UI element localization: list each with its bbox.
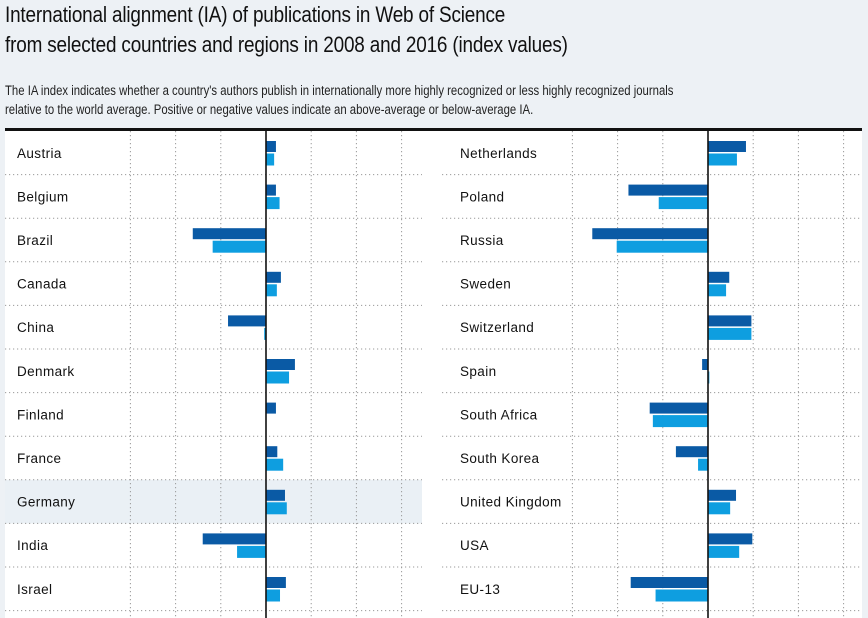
bar-brazil-2016 [212,240,266,253]
bar-united-kingdom-2016 [708,502,731,515]
bar-spain-2008 [702,359,708,370]
bar-netherlands-2008 [708,141,746,152]
bar-canada-2008 [266,271,281,283]
category-label-germany: Germany [17,495,75,510]
bar-finland-2008 [266,402,276,414]
bar-united-kingdom-2008 [708,489,737,501]
category-label-austria: Austria [17,146,62,161]
category-label-brazil: Brazil [17,233,53,248]
category-label-spain: Spain [460,364,497,379]
category-label-russia: Russia [460,233,504,248]
category-label-canada: Canada [17,277,67,292]
chart-title: International alignment (IA) of publicat… [5,0,745,60]
bar-usa-2016 [708,545,740,558]
bar-china-2008 [228,315,266,327]
bar-india-2008 [202,533,266,545]
bar-switzerland-2016 [708,327,752,340]
category-label-usa: USA [460,538,489,553]
category-label-finland: Finland [17,407,64,422]
bar-south-africa-2016 [652,415,708,428]
category-label-south-africa: South Africa [460,407,538,422]
category-label-denmark: Denmark [17,364,75,379]
bar-usa-2008 [708,533,753,545]
category-label-switzerland: Switzerland [460,320,534,335]
category-label-israel: Israel [17,582,52,597]
chart-description-line-1: The IA index indicates whether a country… [5,83,674,98]
chart-title-line-1: International alignment (IA) of publicat… [5,2,506,27]
bar-russia-2008 [592,228,708,240]
chart-description-line-2: relative to the world average. Positive … [5,102,534,117]
category-label-eu-13: EU-13 [460,582,500,597]
bar-brazil-2008 [192,228,266,240]
chart-description: The IA index indicates whether a country… [5,81,673,119]
bar-chart: Austria Belgium Brazil Canada China Denmark Fi… [5,131,862,618]
bar-canada-2016 [266,284,277,297]
category-label-france: France [17,451,61,466]
bar-denmark-2016 [266,371,290,384]
chart-title-line-2: from selected countries and regions in 2… [5,32,568,57]
bar-israel-2016 [266,589,281,602]
bar-france-2016 [266,458,284,471]
bar-poland-2016 [658,197,708,210]
bar-denmark-2008 [266,359,295,370]
bar-south-korea-2008 [675,446,708,458]
bar-china-2016 [264,327,266,340]
bar-sweden-2008 [708,271,730,283]
bar-germany-2016 [266,502,287,515]
category-label-united-kingdom: United Kingdom [460,495,562,510]
bar-russia-2016 [616,240,708,253]
bar-belgium-2016 [266,197,280,210]
header-rule [5,128,862,131]
bar-south-korea-2016 [698,458,708,471]
bar-belgium-2008 [266,184,276,196]
category-label-south-korea: South Korea [460,451,540,466]
category-label-india: India [17,538,48,553]
bar-sweden-2016 [708,284,727,297]
bar-india-2016 [237,545,266,558]
category-label-netherlands: Netherlands [460,146,537,161]
category-label-china: China [17,320,54,335]
bar-germany-2008 [266,489,285,501]
category-label-belgium: Belgium [17,189,69,204]
bar-switzerland-2008 [708,315,752,327]
bar-france-2008 [266,446,278,458]
bar-netherlands-2016 [708,153,737,166]
bar-austria-2016 [266,153,275,166]
category-label-poland: Poland [460,189,504,204]
category-label-sweden: Sweden [460,277,511,292]
bar-eu-13-2016 [655,589,708,602]
bar-poland-2008 [628,184,708,196]
highlight-row-germany [5,479,422,524]
chart-area: Austria Belgium Brazil Canada China Denmark Fi… [5,131,862,618]
bar-austria-2008 [266,141,276,152]
bar-south-africa-2008 [649,402,708,414]
bar-israel-2008 [266,577,286,588]
bar-eu-13-2008 [630,577,708,588]
